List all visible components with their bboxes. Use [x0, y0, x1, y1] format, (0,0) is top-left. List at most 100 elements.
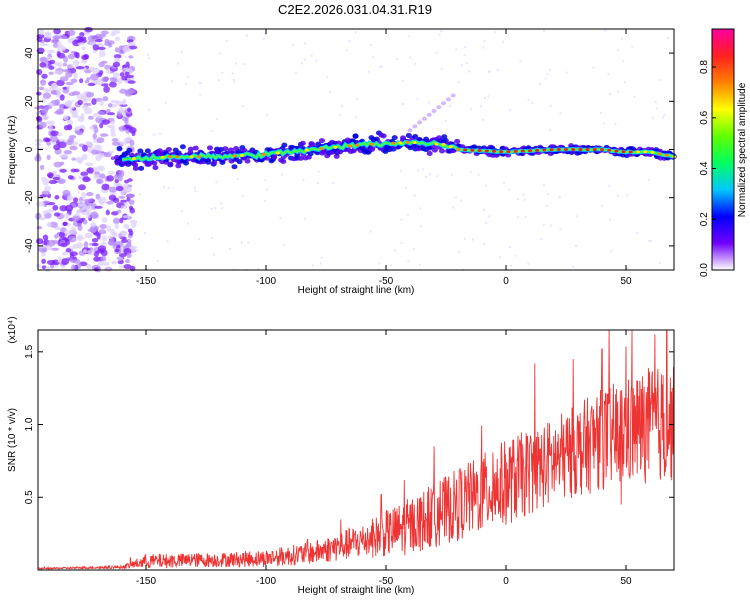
spectrogram-noise-blob [68, 134, 77, 139]
spectrogram-noise-blob [59, 94, 65, 101]
spectrogram-noise-blob [54, 110, 64, 115]
spectrogram-speckle [369, 230, 372, 233]
spectrogram-noise-blob [119, 141, 128, 145]
spectrogram-speckle [245, 34, 248, 37]
spectrogram-speckle [221, 71, 224, 74]
spectrogram-noise-blob [75, 66, 85, 70]
spectrogram-noise-blob [46, 239, 56, 247]
spectrogram-noise-blob [41, 108, 49, 114]
spectrogram-speckle [452, 206, 455, 209]
spectrogram-noise-blob [53, 28, 61, 35]
spectrogram-speckle [369, 44, 372, 47]
spectrogram-speckle [559, 112, 562, 115]
spectrogram-speckle [412, 247, 415, 250]
spectrogram-speckle [543, 29, 546, 32]
spectrogram-noise-blob [110, 99, 119, 104]
spectrogram-noise-blob [72, 215, 81, 222]
spectrogram-speckle [542, 223, 545, 226]
spectrogram-noise-blob [107, 102, 113, 108]
spectrogram-speckle [549, 128, 552, 131]
spectrogram-streak [417, 120, 423, 125]
spectrogram-noise-blob [96, 137, 105, 144]
spectrogram-speckle [450, 173, 453, 176]
spectrogram-noise-blob [48, 65, 55, 70]
spectrogram-speckle [394, 249, 397, 252]
spectrogram-noise-blob [42, 178, 50, 186]
spectrogram-noise-blob [66, 197, 72, 202]
spectrogram-x-axis-label: Height of straight line (km) [298, 285, 415, 296]
spectrogram-noise-blob [41, 190, 51, 196]
spectrogram-noise-blob [86, 191, 94, 197]
spectrogram-hotspot [470, 148, 475, 152]
spectrogram-noise-blob [66, 124, 73, 131]
spectrogram-noise-blob [98, 152, 105, 158]
spectrogram-noise-blob [103, 85, 110, 93]
spectrogram-noise-blob [116, 256, 124, 261]
spectrogram-speckle [549, 224, 552, 227]
spectrogram-speckle [488, 70, 491, 73]
spectrogram-speckle [576, 215, 579, 218]
spectrogram-noise-blob [129, 219, 138, 224]
spectrogram-noise-blob [98, 50, 106, 58]
spectrogram-speckle [414, 62, 417, 65]
snr-marks [37, 329, 675, 570]
spectrogram-speckle [616, 194, 619, 197]
spectrogram-x-tick-label: -150 [136, 276, 156, 287]
spectrogram-ridge-halo [126, 147, 133, 153]
spectrogram-streak [436, 105, 442, 110]
spectrogram-hotspot [650, 150, 655, 154]
spectrogram-speckle [485, 222, 488, 225]
spectrogram-ridge-halo [299, 140, 306, 146]
spectrogram-noise-blob [90, 222, 97, 228]
spectrogram-noise-blob [118, 169, 125, 177]
spectrogram-noise-blob [128, 45, 138, 50]
spectrogram-noise-blob [115, 36, 120, 42]
spectrogram-speckle [401, 79, 404, 82]
spectrogram-streak [445, 97, 451, 102]
spectrogram-noise-blob [93, 267, 99, 272]
spectrogram-speckle [608, 184, 611, 187]
spectrogram-noise-blob [70, 78, 78, 83]
spectrogram-noise-blob [39, 217, 47, 221]
spectrogram-speckle [516, 198, 519, 201]
spectrogram-speckle [438, 33, 441, 36]
spectrogram-noise-blob [46, 49, 56, 54]
spectrogram-speckle [215, 181, 218, 184]
spectrogram-noise-blob [62, 62, 68, 67]
spectrogram-speckle [210, 237, 213, 240]
spectrogram-hotspot [261, 152, 266, 156]
spectrogram-noise-blob [128, 199, 135, 205]
spectrogram-noise-blob [87, 35, 96, 43]
spectrogram-noise-blob [99, 99, 104, 107]
spectrogram-ridge-halo [219, 159, 226, 165]
spectrogram-noise-blob [85, 91, 95, 98]
spectrogram-noise-blob [82, 98, 87, 105]
spectrogram-hotspot [571, 148, 576, 151]
spectrogram-noise-blob [66, 100, 73, 106]
spectrogram-speckle [355, 97, 358, 100]
spectrogram-speckle [498, 256, 501, 259]
spectrogram-noise-blob [56, 40, 62, 48]
spectrogram-noise-blob [71, 157, 76, 161]
spectrogram-speckle [614, 123, 617, 126]
spectrogram-speckle [422, 168, 425, 171]
spectrogram-speckle [466, 62, 469, 65]
spectrogram-noise-blob [92, 133, 97, 140]
snr-y-axis-label: SNR (10 * v/v) [7, 408, 18, 472]
spectrogram-noise-blob [64, 204, 74, 212]
spectrogram-noise-blob [81, 46, 86, 51]
spectrogram-speckle [266, 188, 269, 191]
spectrogram-noise-blob [87, 115, 94, 120]
snr-x-ticks: -150 -100 -50 0 50 [136, 330, 632, 587]
spectrogram-noise-blob [110, 127, 116, 134]
spectrogram-noise-blob [80, 171, 89, 177]
spectrogram-speckle [124, 56, 127, 59]
spectrogram-speckle [488, 215, 491, 218]
spectrogram-ridge-halo [281, 142, 288, 148]
spectrogram-noise-blob [124, 118, 129, 125]
spectrogram-speckle [484, 184, 487, 187]
spectrogram-noise-blob [119, 72, 125, 77]
spectrogram-noise-blob [36, 69, 43, 76]
spectrogram-speckle [508, 246, 511, 249]
spectrogram-hotspot [600, 148, 604, 151]
